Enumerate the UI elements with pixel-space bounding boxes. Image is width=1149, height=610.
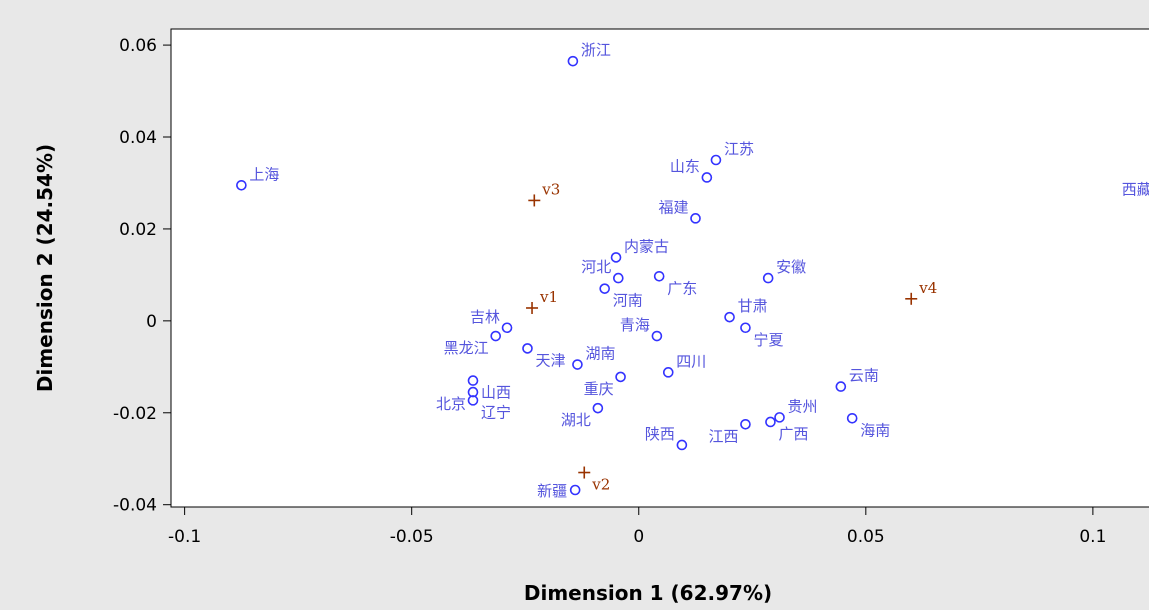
point-label: 江西 (708, 427, 738, 445)
data-point (490, 330, 502, 342)
point-label: 湖南 (585, 345, 615, 363)
data-point (701, 172, 713, 183)
point-label: v4 (918, 279, 937, 297)
point-label: 天津 (535, 351, 565, 369)
x-axis-title: Dimension 1 (62.97%) (524, 581, 772, 605)
data-point (592, 402, 604, 414)
y-tick-label: 0.02 (119, 220, 157, 240)
data-point (846, 412, 858, 424)
data-point (599, 283, 610, 294)
point-label: 浙江 (581, 41, 611, 59)
x-tick-label: -0.1 (168, 527, 201, 547)
point-label: 甘肃 (738, 297, 768, 315)
data-point (613, 272, 624, 284)
point-label: 西藏 (1122, 180, 1149, 198)
point-label: 上海 (249, 165, 279, 183)
data-point (236, 179, 247, 191)
data-point (676, 439, 688, 451)
data-point (835, 381, 847, 392)
data-point (653, 270, 665, 282)
variable-point (526, 301, 539, 314)
data-point (690, 213, 701, 224)
data-point (467, 395, 479, 406)
data-point (572, 359, 583, 370)
point-label: 河北 (581, 258, 611, 276)
x-axis: -0.1 -0.05 0 0.05 0.1 (168, 507, 1106, 547)
variable-point (905, 292, 918, 305)
plot-frame (170, 28, 1149, 508)
x-tick-label: 0 (633, 527, 644, 547)
point-label: 宁夏 (753, 331, 783, 349)
y-tick-label: -0.02 (113, 404, 157, 424)
point-label: 海南 (860, 421, 890, 439)
point-label: 贵州 (788, 397, 818, 415)
point-label: 辽宁 (481, 403, 511, 421)
data-point (610, 252, 622, 263)
point-label: 吉林 (470, 308, 500, 326)
point-label: 陕西 (645, 425, 675, 443)
data-point (467, 375, 479, 386)
data-point (765, 416, 776, 428)
point-label: 北京 (436, 395, 466, 413)
point-label: v1 (539, 288, 558, 306)
point-label: 福建 (659, 198, 689, 216)
variable-point (578, 466, 591, 479)
data-point (501, 322, 513, 334)
point-label: 湖北 (561, 411, 591, 429)
y-axis-title: Dimension 2 (24.54%) (33, 144, 57, 392)
data-point (567, 55, 579, 67)
data-point (662, 367, 674, 378)
y-tick-label: 0 (146, 312, 157, 332)
data-point (740, 322, 751, 334)
point-label: 新疆 (537, 482, 567, 500)
data-point (615, 371, 626, 383)
x-tick-label: -0.05 (390, 527, 434, 547)
data-point (569, 484, 581, 496)
point-label: 安徽 (776, 258, 806, 276)
data-point (710, 154, 722, 166)
variable-point (528, 194, 541, 207)
point-label: 山东 (670, 157, 700, 175)
y-tick-label: 0.04 (119, 128, 157, 148)
y-tick-label: 0.06 (119, 36, 157, 56)
point-label: 青海 (620, 316, 650, 334)
y-axis: -0.04 -0.02 0 0.02 0.04 0.06 (113, 36, 171, 516)
data-point (774, 412, 785, 423)
point-label: 广东 (667, 279, 697, 297)
point-label: 云南 (849, 367, 879, 385)
point-label: 四川 (676, 352, 706, 370)
x-tick-label: 0.1 (1079, 527, 1106, 547)
point-label: 内蒙古 (624, 237, 669, 255)
point-label: 黑龙江 (444, 339, 489, 357)
point-label: 重庆 (584, 380, 614, 398)
data-point (762, 272, 774, 284)
y-tick-label: -0.04 (113, 496, 157, 516)
point-label: 河南 (613, 292, 643, 310)
point-label: 江苏 (724, 140, 754, 158)
point-label: v2 (591, 476, 610, 494)
x-tick-label: 0.05 (847, 527, 885, 547)
data-point (651, 330, 663, 342)
data-point (522, 343, 533, 354)
point-label: 山西 (481, 384, 511, 402)
point-label: 广西 (778, 425, 808, 443)
point-label: v3 (541, 180, 560, 198)
data-point (740, 418, 751, 430)
data-point (724, 311, 735, 323)
